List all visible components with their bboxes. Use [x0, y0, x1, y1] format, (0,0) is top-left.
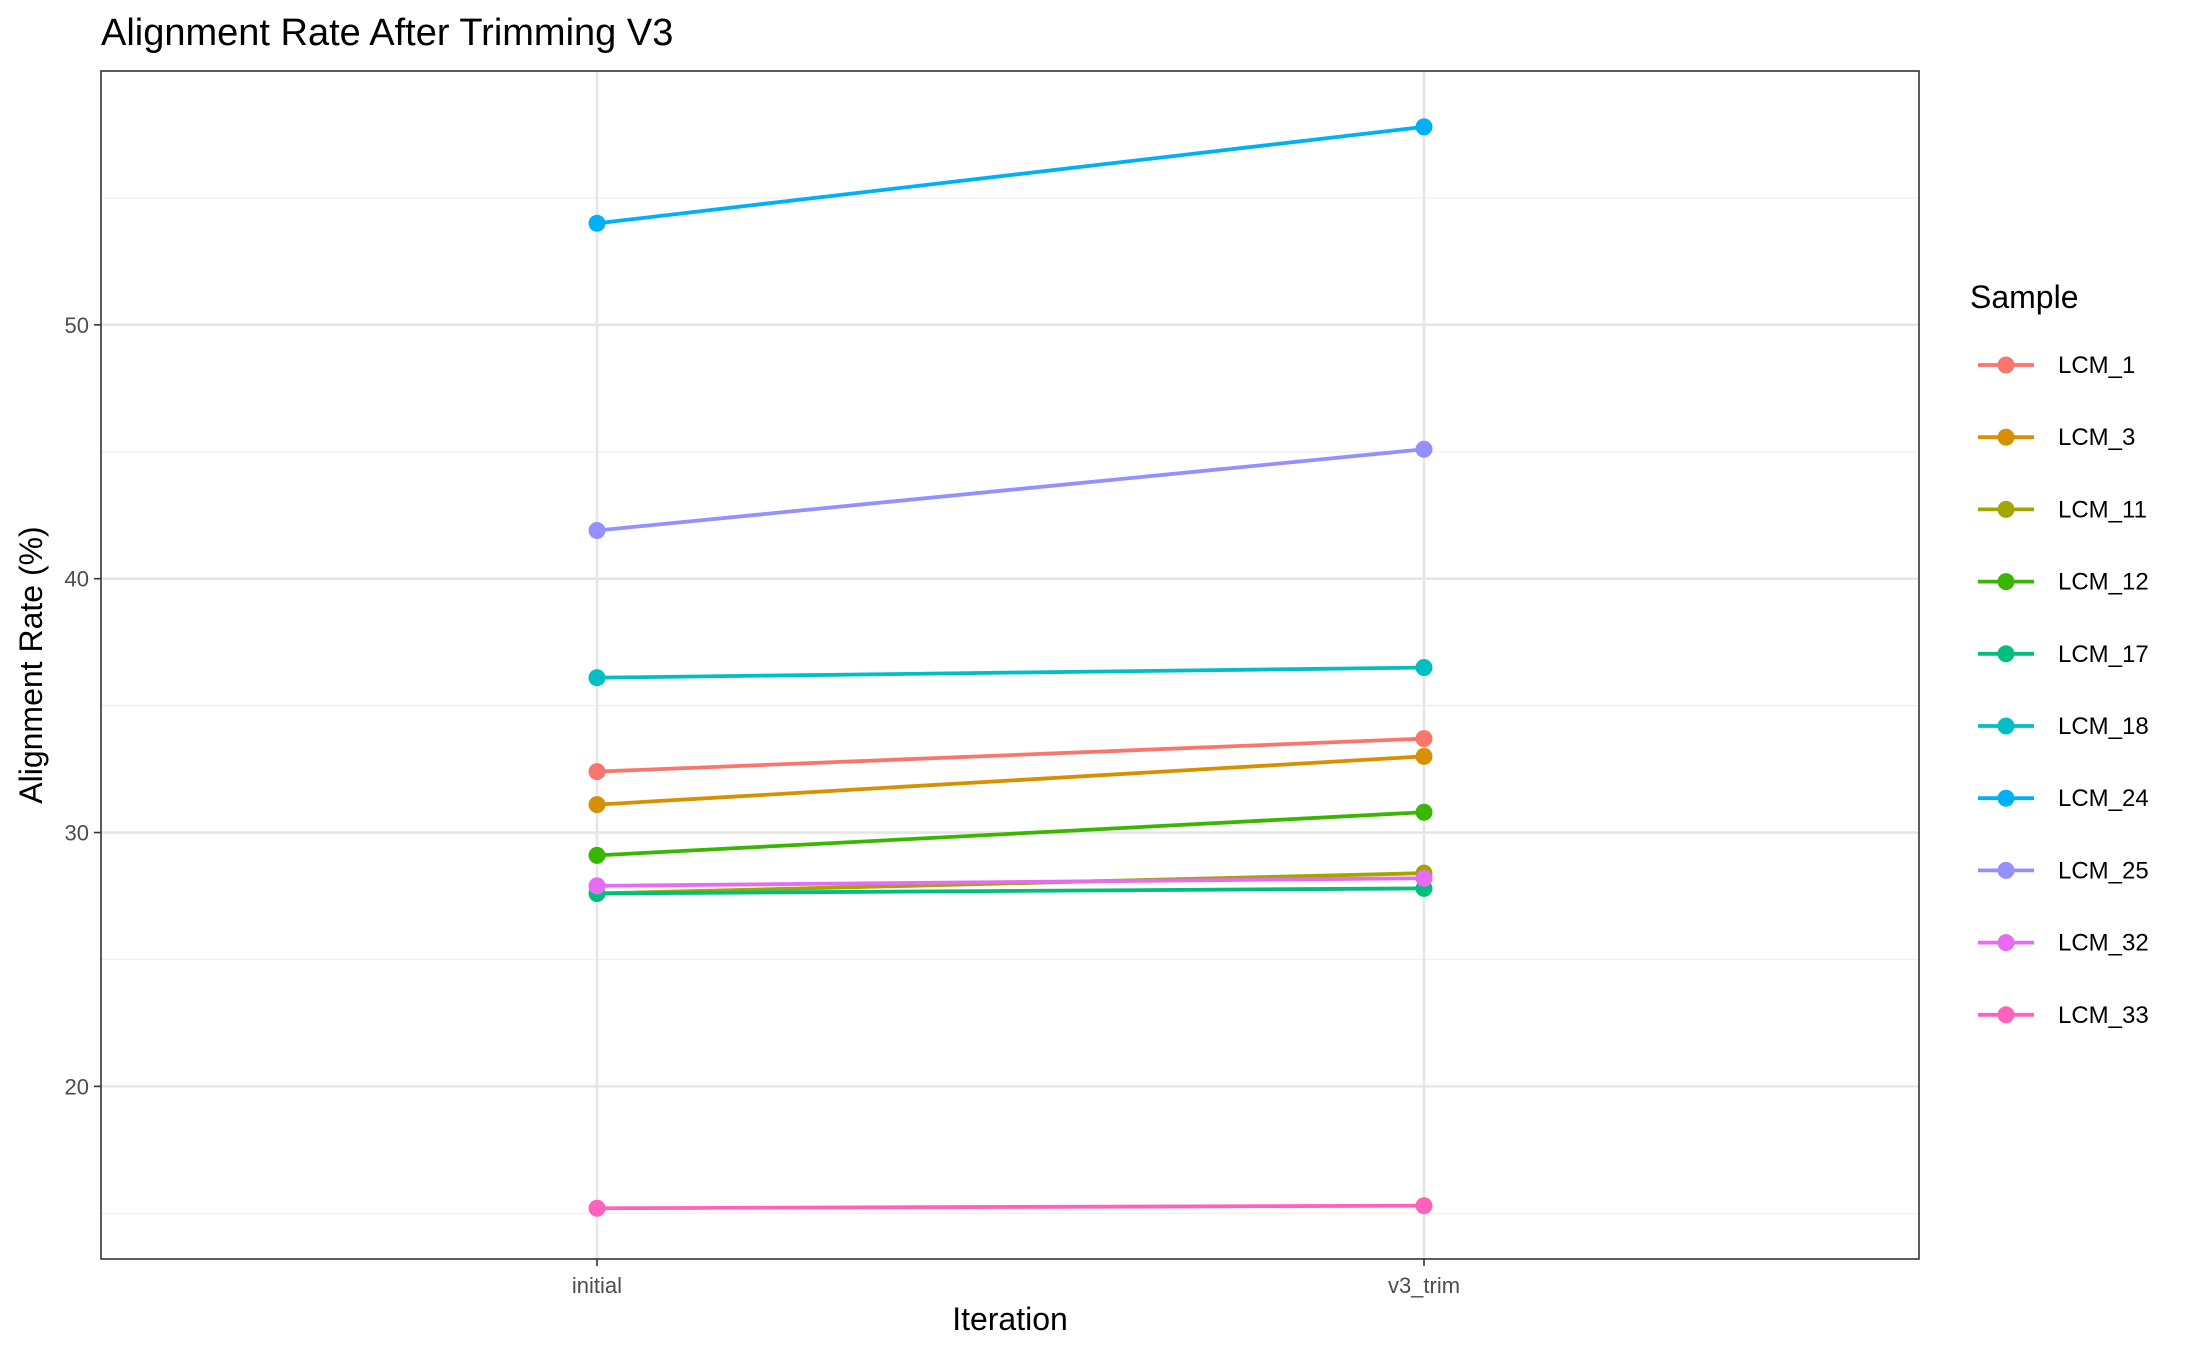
data-point-lcm-32 — [588, 877, 606, 895]
y-tick-label: 30 — [65, 821, 89, 846]
legend-item-lcm-24: LCM_24 — [1978, 785, 2149, 812]
data-point-lcm-24 — [1415, 118, 1433, 136]
series-line-lcm-32 — [596, 876, 1425, 888]
legend-title: Sample — [1970, 279, 2079, 315]
series-line-lcm-12 — [596, 810, 1425, 858]
legend-item-lcm-12: LCM_12 — [1978, 569, 2149, 596]
legend-label: LCM_25 — [2058, 857, 2149, 884]
data-point-lcm-18 — [1415, 659, 1433, 677]
data-point-lcm-24 — [588, 214, 606, 232]
data-point-lcm-25 — [588, 521, 606, 539]
data-point-lcm-33 — [588, 1199, 606, 1217]
legend-label: LCM_18 — [2058, 713, 2149, 740]
plot-panel-border — [100, 70, 1920, 1260]
series-points — [588, 118, 1433, 1217]
x-tick-label: initial — [572, 1273, 622, 1298]
legend-key-point — [1997, 500, 2015, 518]
legend-key-point — [1997, 717, 2015, 735]
data-point-lcm-12 — [1415, 803, 1433, 821]
legend-item-lcm-25: LCM_25 — [1978, 857, 2149, 884]
series-line-lcm-3 — [596, 754, 1425, 807]
legend-key-point — [1997, 861, 2015, 879]
legend-item-lcm-18: LCM_18 — [1978, 713, 2149, 740]
legend-item-lcm-17: LCM_17 — [1978, 641, 2149, 668]
y-tick-label: 20 — [65, 1074, 89, 1099]
legend-label: LCM_1 — [2058, 352, 2135, 379]
chart-title: Alignment Rate After Trimming V3 — [101, 12, 673, 54]
y-axis-title: Alignment Rate (%) — [13, 526, 49, 803]
legend-label: LCM_32 — [2058, 930, 2149, 957]
legend-key-point — [1997, 789, 2015, 807]
legend-label: LCM_24 — [2058, 785, 2149, 812]
series-line-lcm-25 — [596, 447, 1425, 533]
data-point-lcm-32 — [1415, 869, 1433, 887]
legend-label: LCM_12 — [2058, 569, 2149, 596]
y-tick-label: 50 — [65, 313, 89, 338]
y-axis-ticks: 20 30 40 50 — [65, 313, 101, 1099]
x-tick-label: v3_trim — [1388, 1273, 1460, 1298]
legend-label: LCM_11 — [2058, 496, 2147, 523]
series-line-lcm-18 — [596, 665, 1425, 680]
legend-label: LCM_17 — [2058, 641, 2149, 668]
legend-item-lcm-1: LCM_1 — [1978, 352, 2135, 379]
data-point-lcm-3 — [588, 796, 606, 814]
legend-label: LCM_3 — [2058, 424, 2135, 451]
legend-key-point — [1997, 934, 2015, 952]
legend-key-point — [1997, 645, 2015, 663]
data-point-lcm-1 — [588, 763, 606, 781]
legend-key-point — [1997, 573, 2015, 591]
series-line-lcm-33 — [596, 1203, 1425, 1211]
data-point-lcm-33 — [1415, 1197, 1433, 1215]
data-point-lcm-1 — [1415, 730, 1433, 748]
y-tick-label: 40 — [65, 567, 89, 592]
legend-item-lcm-32: LCM_32 — [1978, 930, 2149, 957]
x-axis-ticks: initial v3_trim — [572, 1259, 1460, 1298]
legend-item-lcm-33: LCM_33 — [1978, 1002, 2149, 1029]
data-point-lcm-3 — [1415, 747, 1433, 765]
data-point-lcm-12 — [588, 846, 606, 864]
legend: LCM_1 LCM_3 LCM_11 LCM_12 LCM_17 LCM_18 LCM_24… — [1978, 352, 2149, 1029]
x-axis-title: Iteration — [952, 1301, 1068, 1337]
legend-key-point — [1997, 356, 2015, 374]
minor-gridlines — [101, 197, 1919, 1215]
data-point-lcm-18 — [588, 669, 606, 687]
major-gridlines — [101, 71, 1919, 1259]
series-line-lcm-17 — [596, 886, 1425, 896]
series-lines — [596, 124, 1425, 1211]
legend-key-point — [1997, 428, 2015, 446]
legend-label: LCM_33 — [2058, 1002, 2149, 1029]
data-point-lcm-25 — [1415, 440, 1433, 458]
legend-item-lcm-11: LCM_11 — [1978, 496, 2147, 523]
series-line-lcm-24 — [596, 124, 1425, 226]
series-line-lcm-1 — [596, 736, 1425, 774]
legend-key-point — [1997, 1006, 2015, 1024]
legend-item-lcm-3: LCM_3 — [1978, 424, 2135, 451]
